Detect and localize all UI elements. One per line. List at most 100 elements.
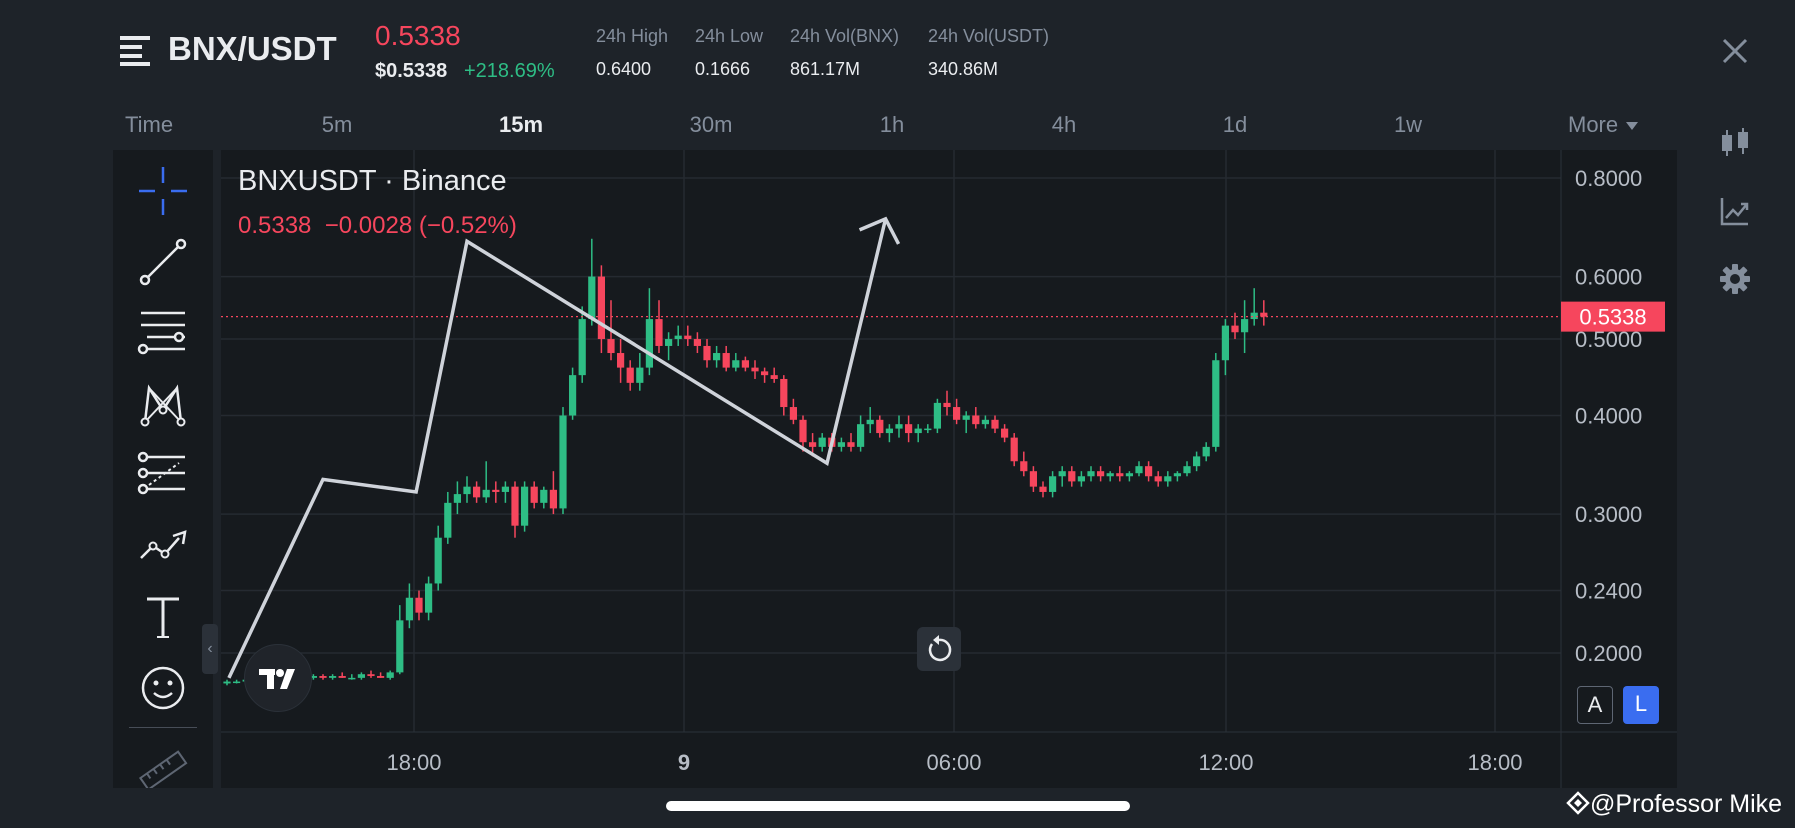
candle-down [1116,473,1124,477]
candle-up [1193,456,1201,467]
trend-line-icon[interactable] [135,234,191,290]
candle-up [1077,476,1085,482]
watermark-text: @Professor Mike [1590,790,1783,818]
candle-down [1010,437,1018,462]
usd-price: $0.5338 [375,60,448,82]
candle-up [885,428,893,434]
candle-up [405,597,413,621]
candle-up [1221,325,1229,361]
pattern-icon[interactable] [135,376,191,432]
price-tick-label: 0.6000 [1575,265,1642,290]
interval-15m[interactable]: 15m [498,112,544,137]
horizontal-lines-icon[interactable] [135,305,191,361]
stat-value: 861.17M [790,59,861,79]
emoji-icon[interactable] [135,660,191,716]
candle-down [1039,486,1047,492]
interval-1w[interactable]: 1w [1393,112,1423,137]
candle-up [329,676,337,678]
tradingview-logo-icon [259,669,295,689]
candle-up [837,442,845,447]
candle-down [1260,312,1268,317]
interval-1h[interactable]: 1h [879,112,905,137]
stat-24h-low: 24h Low 0.1666 [695,26,763,80]
candle-down [473,486,481,498]
home-indicator [666,801,1130,811]
candle-up [857,424,865,447]
candle-up [578,319,586,376]
candle-down [847,442,855,447]
crosshair-icon[interactable] [135,163,191,219]
forecast-icon[interactable] [135,518,191,574]
ruler-icon[interactable] [135,742,191,788]
candle-down [1231,325,1239,333]
candle-up [588,276,596,320]
price-tick-label: 0.4000 [1575,404,1642,429]
settings-icon[interactable] [1718,262,1752,296]
candle-down [741,360,749,368]
stat-value: 0.1666 [695,59,751,79]
interval-5m[interactable]: 5m [321,112,353,137]
candle-up [1087,471,1095,477]
candle-down [1145,466,1153,477]
time-tick-label: 18:00 [1467,750,1522,775]
candle-up [818,437,826,447]
candle-down [722,353,730,368]
candle-up [981,419,989,425]
stat-value: 0.6400 [596,59,652,79]
candle-down [377,676,385,678]
chart-panel[interactable]: 0.8000 0.6000 0.5000 0.4000 0.3000 0.2400 0.20… [221,150,1677,788]
candle-down [549,489,557,509]
candle-down [415,597,423,613]
candle-down [751,367,759,372]
arrow-head [858,216,901,245]
candle-up [1125,473,1133,477]
close-icon[interactable] [1718,34,1752,68]
candles-icon[interactable] [1718,126,1752,160]
collapse-toolbar-button[interactable]: ‹ [202,624,218,674]
candle-up [1049,476,1057,492]
candle-down [367,674,375,677]
log-scale-button[interactable]: L [1623,686,1659,724]
chevron-down-icon [1626,122,1639,131]
interval-4h[interactable]: 4h [1051,112,1077,137]
refresh-icon [928,635,952,662]
candle-up [636,367,644,383]
candle-down [770,375,778,379]
candle-up [1241,319,1249,333]
candlestick-chart[interactable]: 0.80000.60000.50000.40000.30000.24000.20… [221,150,1677,788]
candle-up [453,494,461,503]
candle-down [1068,471,1076,482]
stat-label: 24h Low [695,26,764,46]
pair-menu-icon[interactable] [120,34,152,66]
reset-chart-button[interactable] [917,627,961,671]
candle-down [943,402,951,408]
candle-up [924,428,932,431]
candle-up [233,681,241,684]
interval-bar: Time 5m 15m 30m 1h 4h 1d 1w More [0,104,1700,144]
candle-up [1183,466,1191,474]
pair-title[interactable]: BNX/USDT [168,30,337,67]
candle-down [1097,471,1105,477]
stat-24h-vol-base: 24h Vol(BNX) 861.17M [790,26,899,80]
drawing-toolbar [113,150,213,788]
candle-down [693,339,701,346]
last-price: 0.5338 [375,20,461,51]
text-icon[interactable] [135,589,191,645]
pattern-drawing [227,218,888,679]
candle-up [895,424,903,429]
fib-icon[interactable] [135,447,191,503]
more-label: More [1568,112,1619,137]
more-intervals-button[interactable]: More [1568,112,1639,138]
interval-30m[interactable]: 30m [689,112,733,137]
candle-down [799,419,807,443]
candle-up [1135,466,1143,474]
auto-scale-button[interactable]: A [1577,686,1613,724]
candle-up [569,375,577,416]
candle-up [1164,476,1172,482]
indicators-icon[interactable] [1718,194,1752,228]
candle-up [713,353,721,361]
interval-1d[interactable]: 1d [1222,112,1248,137]
candle-up [396,620,404,673]
candle-down [1020,461,1028,472]
price-tick-label: 0.2400 [1575,579,1642,604]
